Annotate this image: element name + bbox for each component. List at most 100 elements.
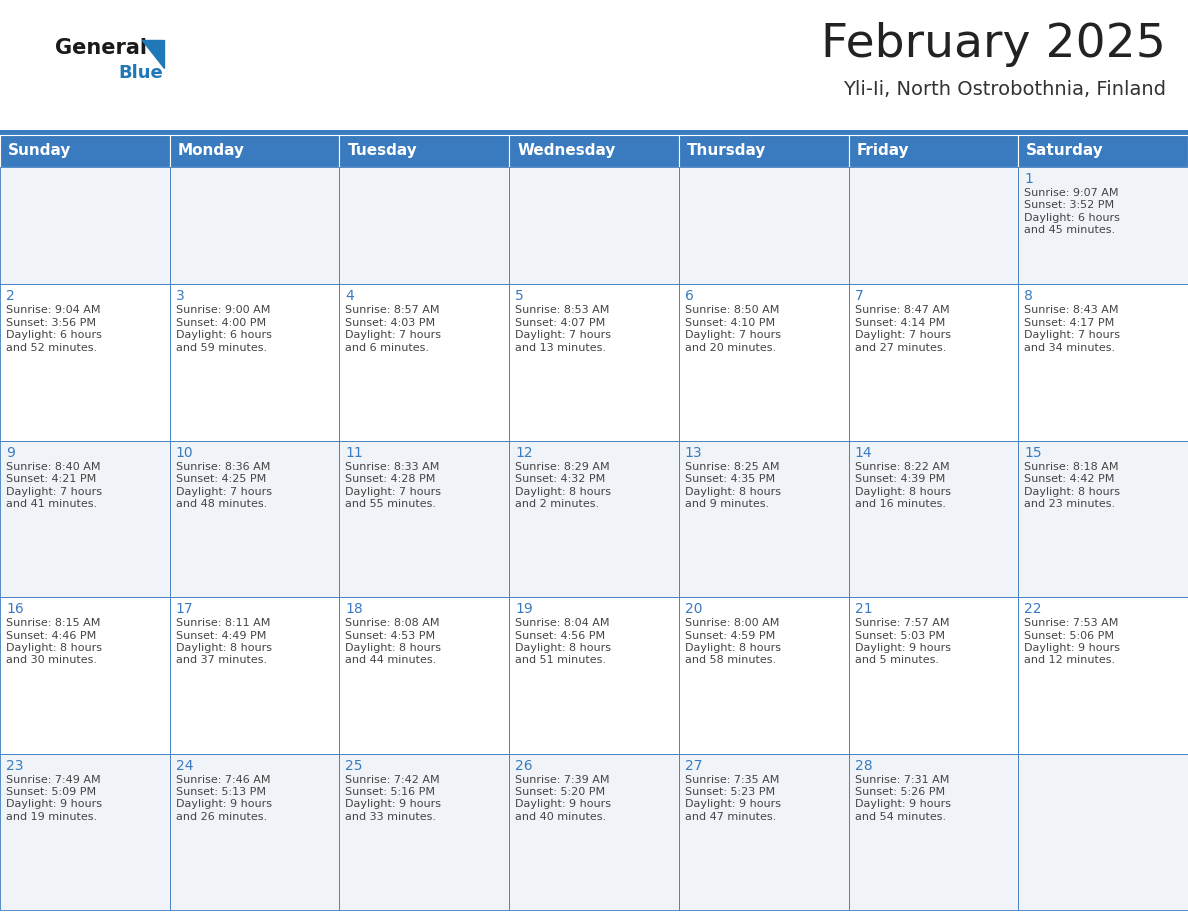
Bar [678,597,848,754]
Bar [1018,754,1188,910]
Text: Sunset: 4:00 PM: Sunset: 4:00 PM [176,318,266,328]
Text: and 58 minutes.: and 58 minutes. [684,655,776,666]
Bar [340,285,510,441]
Bar [510,441,678,597]
Text: Daylight: 8 hours: Daylight: 8 hours [176,643,272,653]
Text: Sunrise: 8:29 AM: Sunrise: 8:29 AM [516,462,609,472]
Text: Sunrise: 8:15 AM: Sunrise: 8:15 AM [6,618,100,628]
Text: 25: 25 [346,758,362,773]
Text: 14: 14 [854,446,872,460]
Text: Sunset: 4:42 PM: Sunset: 4:42 PM [1024,474,1114,484]
Bar [170,754,340,910]
Text: and 41 minutes.: and 41 minutes. [6,499,97,509]
Text: Sunrise: 7:35 AM: Sunrise: 7:35 AM [684,775,779,785]
Text: and 2 minutes.: and 2 minutes. [516,499,599,509]
Text: and 52 minutes.: and 52 minutes. [6,342,97,353]
Text: 16: 16 [6,602,24,616]
Text: Sunset: 3:52 PM: Sunset: 3:52 PM [1024,200,1114,210]
Text: Sunrise: 8:11 AM: Sunrise: 8:11 AM [176,618,270,628]
Text: 12: 12 [516,446,532,460]
Bar [340,135,510,167]
Text: Sunday: Sunday [8,143,71,159]
Text: Saturday: Saturday [1026,143,1104,159]
Bar [510,285,678,441]
Text: Sunset: 5:06 PM: Sunset: 5:06 PM [1024,631,1114,641]
Text: Daylight: 7 hours: Daylight: 7 hours [516,330,611,340]
Text: Sunset: 4:46 PM: Sunset: 4:46 PM [6,631,96,641]
Text: and 55 minutes.: and 55 minutes. [346,499,436,509]
Bar [170,167,340,285]
Text: Sunrise: 8:36 AM: Sunrise: 8:36 AM [176,462,270,472]
Polygon shape [143,40,164,68]
Text: Daylight: 8 hours: Daylight: 8 hours [684,643,781,653]
Text: Daylight: 8 hours: Daylight: 8 hours [6,643,102,653]
Text: Sunset: 5:13 PM: Sunset: 5:13 PM [176,787,266,797]
Bar [678,135,848,167]
Text: Sunset: 4:28 PM: Sunset: 4:28 PM [346,474,436,484]
Text: Sunset: 5:20 PM: Sunset: 5:20 PM [516,787,605,797]
Text: Sunset: 5:09 PM: Sunset: 5:09 PM [6,787,96,797]
Text: Sunset: 4:25 PM: Sunset: 4:25 PM [176,474,266,484]
Text: Sunset: 5:23 PM: Sunset: 5:23 PM [684,787,775,797]
Bar [678,754,848,910]
Text: and 6 minutes.: and 6 minutes. [346,342,429,353]
Text: 21: 21 [854,602,872,616]
Text: and 47 minutes.: and 47 minutes. [684,812,776,822]
Text: 4: 4 [346,289,354,303]
Bar [0,441,170,597]
Text: Sunset: 4:39 PM: Sunset: 4:39 PM [854,474,944,484]
Text: Sunrise: 8:25 AM: Sunrise: 8:25 AM [684,462,779,472]
Text: 11: 11 [346,446,364,460]
Bar [848,167,1018,285]
Text: and 45 minutes.: and 45 minutes. [1024,225,1116,235]
Text: 23: 23 [6,758,24,773]
Text: Sunrise: 7:53 AM: Sunrise: 7:53 AM [1024,618,1119,628]
Text: Daylight: 8 hours: Daylight: 8 hours [516,643,611,653]
Text: 22: 22 [1024,602,1042,616]
Bar [1018,135,1188,167]
Text: and 59 minutes.: and 59 minutes. [176,342,267,353]
Text: 8: 8 [1024,289,1034,303]
Bar [1018,285,1188,441]
Bar [340,441,510,597]
Text: Sunset: 3:56 PM: Sunset: 3:56 PM [6,318,96,328]
Text: Sunset: 4:07 PM: Sunset: 4:07 PM [516,318,606,328]
Text: Sunset: 5:26 PM: Sunset: 5:26 PM [854,787,944,797]
Text: Sunrise: 7:42 AM: Sunrise: 7:42 AM [346,775,440,785]
Text: and 33 minutes.: and 33 minutes. [346,812,436,822]
Text: Daylight: 9 hours: Daylight: 9 hours [684,800,781,810]
Text: 7: 7 [854,289,864,303]
Text: 26: 26 [516,758,532,773]
Text: and 13 minutes.: and 13 minutes. [516,342,606,353]
Text: and 54 minutes.: and 54 minutes. [854,812,946,822]
Text: and 40 minutes.: and 40 minutes. [516,812,606,822]
Text: Sunrise: 7:49 AM: Sunrise: 7:49 AM [6,775,101,785]
Text: 17: 17 [176,602,194,616]
Text: Daylight: 7 hours: Daylight: 7 hours [1024,330,1120,340]
Text: Daylight: 6 hours: Daylight: 6 hours [6,330,102,340]
Text: Sunset: 5:16 PM: Sunset: 5:16 PM [346,787,436,797]
Text: Daylight: 7 hours: Daylight: 7 hours [346,487,442,497]
Text: Sunrise: 8:47 AM: Sunrise: 8:47 AM [854,306,949,315]
Text: Daylight: 9 hours: Daylight: 9 hours [1024,643,1120,653]
Text: Sunrise: 9:07 AM: Sunrise: 9:07 AM [1024,188,1119,198]
Text: 3: 3 [176,289,184,303]
Text: Sunrise: 8:22 AM: Sunrise: 8:22 AM [854,462,949,472]
Text: 5: 5 [516,289,524,303]
Text: 24: 24 [176,758,194,773]
Text: Daylight: 6 hours: Daylight: 6 hours [176,330,272,340]
Text: and 23 minutes.: and 23 minutes. [1024,499,1116,509]
Text: Sunrise: 8:04 AM: Sunrise: 8:04 AM [516,618,609,628]
Bar [0,754,170,910]
Bar [510,135,678,167]
Text: Sunrise: 8:43 AM: Sunrise: 8:43 AM [1024,306,1119,315]
Bar [848,135,1018,167]
Text: Sunrise: 7:46 AM: Sunrise: 7:46 AM [176,775,270,785]
Bar [340,597,510,754]
Text: and 44 minutes.: and 44 minutes. [346,655,437,666]
Text: Daylight: 7 hours: Daylight: 7 hours [346,330,442,340]
Text: Yli-Ii, North Ostrobothnia, Finland: Yli-Ii, North Ostrobothnia, Finland [843,80,1165,99]
Text: Sunset: 4:03 PM: Sunset: 4:03 PM [346,318,436,328]
Text: Blue: Blue [118,64,163,82]
Text: Daylight: 9 hours: Daylight: 9 hours [854,643,950,653]
